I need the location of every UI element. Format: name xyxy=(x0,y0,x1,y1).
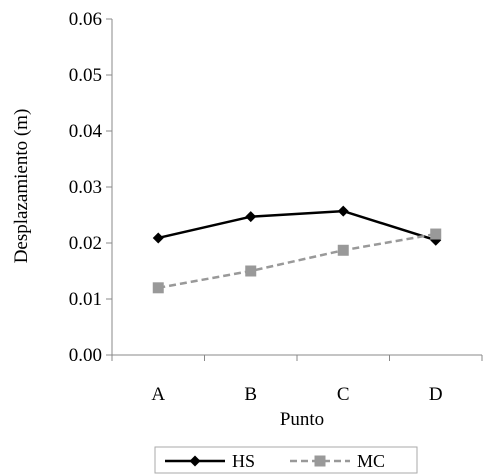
legend-marker xyxy=(189,455,201,467)
legend-box xyxy=(154,446,418,474)
series-layer xyxy=(152,205,442,294)
data-point-mc xyxy=(245,265,257,277)
series-mc xyxy=(152,228,442,294)
data-point-mc xyxy=(152,282,164,294)
series-line-hs xyxy=(157,209,437,242)
y-tick-label: 0.03 xyxy=(69,177,102,198)
y-tick-label: 0.00 xyxy=(69,345,102,366)
data-point-hs xyxy=(152,232,164,244)
legend-label: MC xyxy=(357,451,385,471)
data-point-mc xyxy=(337,244,349,256)
y-axis: 0.00 0.01 0.02 0.03 0.04 0.05 0.06 xyxy=(69,9,113,366)
data-point-hs xyxy=(337,205,349,217)
legend: HS MC xyxy=(154,446,418,474)
legend-item-hs: HS xyxy=(165,451,255,471)
series-hs xyxy=(152,205,442,246)
y-tick-label: 0.04 xyxy=(69,121,103,142)
y-tick-label: 0.06 xyxy=(69,9,102,30)
x-axis-title: Punto xyxy=(280,409,324,430)
y-tick-label: 0.02 xyxy=(69,233,102,254)
y-tick-label: 0.05 xyxy=(69,65,102,86)
x-tick-label: C xyxy=(337,384,350,405)
x-tick-label: D xyxy=(429,384,443,405)
x-tick-label: B xyxy=(244,384,257,405)
y-tick-label: 0.01 xyxy=(69,289,102,310)
data-point-hs xyxy=(245,211,257,223)
data-point-mc xyxy=(430,228,442,240)
series-line-mc xyxy=(158,232,436,290)
legend-label: HS xyxy=(232,451,255,471)
legend-marker xyxy=(314,455,326,467)
x-axis: A B C D xyxy=(111,354,483,405)
x-tick-label: A xyxy=(151,384,165,405)
legend-item-mc: MC xyxy=(290,451,385,471)
y-axis-title: Desplazamiento (m) xyxy=(11,109,32,264)
